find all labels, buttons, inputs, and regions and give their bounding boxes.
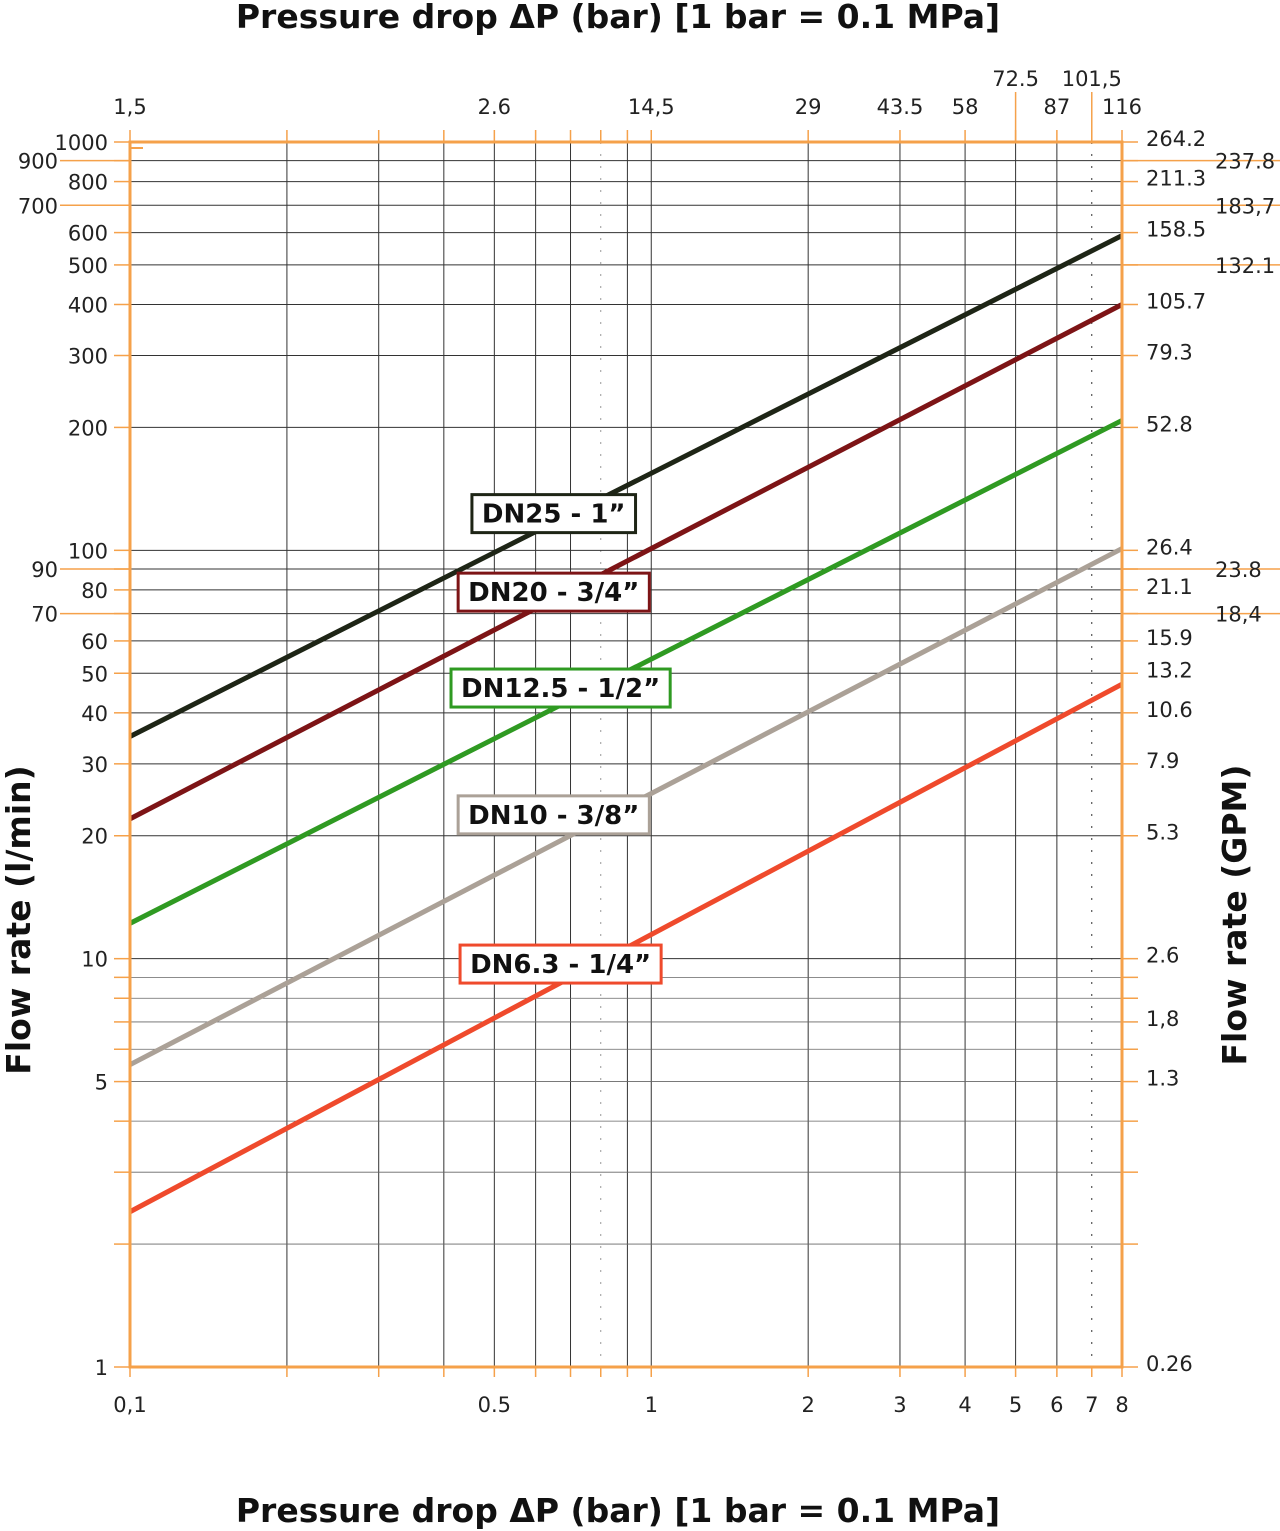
y-tick-label-right: 79.3 [1146, 341, 1193, 365]
series-label-text: DN25 - 1” [482, 500, 626, 530]
y-tick-label-left: 800 [68, 171, 108, 195]
x-tick-label-bottom: 5 [1009, 1393, 1022, 1417]
y-tick-label-left: 40 [81, 702, 108, 726]
x-tick-label-top: 72.5 [992, 67, 1039, 91]
y-tick-label-left: 900 [18, 150, 58, 174]
x-tick-label-bottom: 3 [893, 1393, 906, 1417]
left-axis-title: Flow rate (l/min) [0, 765, 38, 1074]
x-tick-label-bottom: 8 [1115, 1393, 1128, 1417]
series-label-text: DN6.3 - 1/4” [470, 950, 651, 980]
x-tick-label-bottom: 0,1 [113, 1393, 146, 1417]
x-tick-label-top: 101,5 [1062, 67, 1122, 91]
series-label-box [449, 667, 672, 709]
y-tick-label-right: 158.5 [1146, 218, 1206, 242]
y-tick-label-right: 23.8 [1215, 558, 1262, 582]
bottom-axis-title: Pressure drop ΔP (bar) [1 bar = 0.1 MPa] [236, 1491, 1000, 1530]
x-tick-label-top: 116 [1102, 95, 1142, 119]
series-label-box [456, 571, 651, 613]
y-tick-label-right: 2.6 [1146, 944, 1179, 968]
y-tick-label-right: 211.3 [1146, 167, 1206, 191]
series-label: DN20 - 3/4” [456, 571, 651, 613]
y-tick-label-left: 10 [81, 948, 108, 972]
y-tick-label-left: 700 [18, 194, 58, 218]
series-line [128, 302, 1124, 822]
series-label-box [456, 794, 651, 836]
y-tick-label-right: 26.4 [1146, 535, 1193, 559]
y-tick-label-left: 200 [68, 416, 108, 440]
y-tick-label-left: 90 [31, 558, 58, 582]
y-tick-label-right: 1.3 [1146, 1067, 1179, 1091]
x-tick-label-top: 87 [1044, 95, 1071, 119]
y-tick-label-left: 600 [68, 222, 108, 246]
y-tick-label-left: 1000 [55, 131, 108, 155]
y-tick-label-right: 13.2 [1146, 658, 1193, 682]
y-tick-label-left: 400 [68, 293, 108, 317]
y-tick-label-right: 264.2 [1146, 127, 1206, 151]
tick-labels: 0,1 0.5 1 2 3 4 5 6 7 81,5 2.6 14,5 29 43.5 5872.58710… [18, 67, 1275, 1417]
y-tick-label-left: 500 [68, 254, 108, 278]
series-label: DN25 - 1” [470, 493, 638, 535]
top-axis-title: Pressure drop ΔP (bar) [1 bar = 0.1 MPa] [236, 0, 1000, 36]
y-tick-label-left: 5 [95, 1071, 108, 1095]
y-tick-label-left: 30 [81, 753, 108, 777]
y-tick-label-left: 20 [81, 825, 108, 849]
y-tick-label-left: 300 [68, 345, 108, 369]
y-tick-label-left: 50 [81, 662, 108, 686]
y-tick-label-right: 21.1 [1146, 575, 1193, 599]
series-label: DN6.3 - 1/4” [458, 943, 663, 985]
y-tick-label-right: 10.6 [1146, 698, 1193, 722]
x-tick-label-bottom: 0.5 [478, 1393, 511, 1417]
series-layer [128, 233, 1124, 1214]
x-tick-label-top: 43.5 [877, 95, 924, 119]
y-tick-label-left: 80 [81, 579, 108, 603]
y-tick-label-right: 7.9 [1146, 749, 1179, 773]
y-tick-label-right: 5.3 [1146, 821, 1179, 845]
y-tick-label-left: 60 [81, 630, 108, 654]
plot-border [128, 140, 1124, 1369]
x-tick-label-top: 1,5 [113, 95, 146, 119]
y-tick-label-right: 52.8 [1146, 412, 1193, 436]
x-tick-label-bottom: 4 [958, 1393, 971, 1417]
y-tick-label-left: 1 [95, 1356, 108, 1380]
series-label: DN12.5 - 1/2” [449, 667, 672, 709]
series-label: DN10 - 3/8” [456, 794, 651, 836]
y-tick-label-left: 100 [68, 539, 108, 563]
plot-frame [60, 92, 1280, 1377]
y-tick-label-right: 1,8 [1146, 1007, 1179, 1031]
y-tick-label-right: 15.9 [1146, 626, 1193, 650]
x-tick-label-bottom: 7 [1085, 1393, 1098, 1417]
y-tick-label-left: 70 [31, 603, 58, 627]
x-tick-label-bottom: 1 [645, 1393, 658, 1417]
y-tick-label-right: 105.7 [1146, 289, 1206, 313]
y-tick-label-right: 132.1 [1215, 254, 1275, 278]
x-tick-label-top: 58 [952, 95, 979, 119]
x-tick-label-bottom: 2 [801, 1393, 814, 1417]
series-label-text: DN10 - 3/8” [468, 801, 639, 831]
y-tick-label-right: 18,4 [1215, 603, 1262, 627]
x-tick-label-top: 14,5 [628, 95, 675, 119]
series-labels: DN25 - 1” DN20 - 3/4” DN12.5 - 1/2” DN10 - … [449, 493, 672, 985]
y-tick-label-right: 237.8 [1215, 150, 1275, 174]
series-label-text: DN12.5 - 1/2” [461, 674, 660, 704]
y-tick-label-right: 183,7 [1215, 194, 1275, 218]
y-tick-label-right: 0.26 [1146, 1352, 1193, 1376]
x-tick-label-bottom: 6 [1050, 1393, 1063, 1417]
grid-layer [129, 141, 1123, 1368]
series-line [128, 233, 1124, 739]
series-label-box [470, 493, 638, 535]
series-label-text: DN20 - 3/4” [468, 578, 639, 608]
x-tick-label-top: 29 [795, 95, 822, 119]
x-tick-label-top: 2.6 [478, 95, 511, 119]
series-label-box [458, 943, 663, 985]
right-axis-title: Flow rate (GPM) [1215, 765, 1254, 1066]
